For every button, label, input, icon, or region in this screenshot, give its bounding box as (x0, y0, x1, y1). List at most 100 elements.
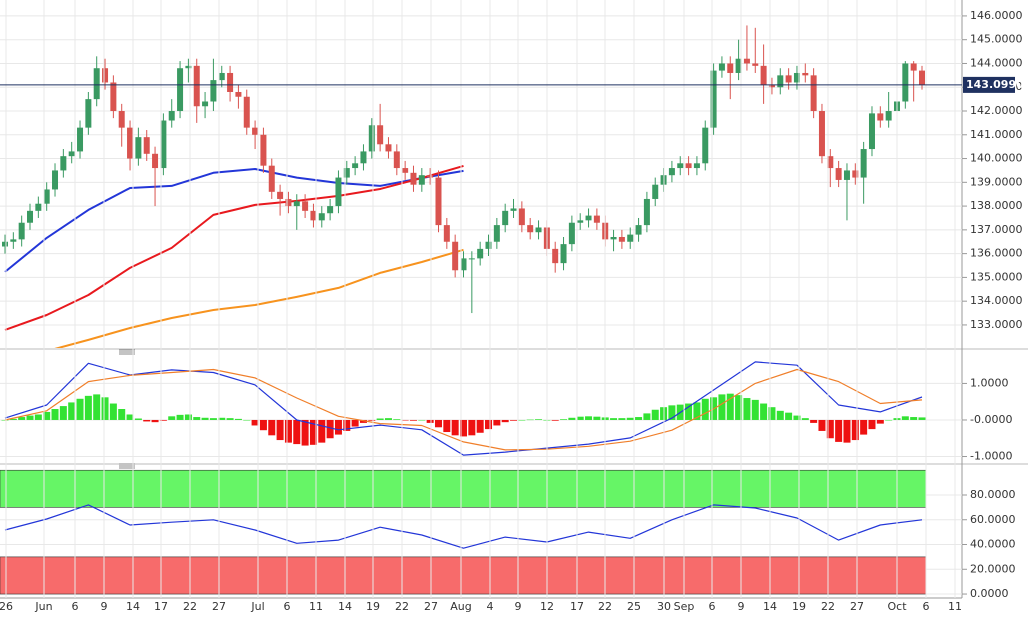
y-tick-label: 80.0000 (970, 488, 1016, 501)
macd-bar (493, 419, 501, 426)
macd-bar (284, 419, 292, 443)
macd-bar (735, 395, 743, 420)
x-tick-label: 22 (821, 600, 835, 613)
candle-body (485, 241, 492, 249)
candle-body (418, 175, 425, 185)
candle-body (677, 163, 684, 169)
macd-bar (359, 419, 367, 423)
x-tick-label: 22 (183, 600, 197, 613)
candle-body (127, 127, 134, 159)
macd-bar (551, 419, 559, 421)
x-tick-label: 9 (101, 600, 108, 613)
candle-body (260, 134, 267, 166)
macd-panel (0, 361, 962, 458)
candle-body (468, 258, 475, 260)
macd-bar (418, 419, 426, 421)
candle-body (577, 220, 584, 223)
macd-bar (476, 419, 484, 433)
macd-bar (68, 402, 76, 420)
y-tick-label: 133.0000 (970, 318, 1023, 331)
candle-body (18, 222, 25, 240)
candle-body (218, 72, 225, 81)
y-tick-label: 139.0000 (970, 175, 1023, 188)
macd-bar (560, 419, 568, 420)
candle-body (243, 96, 250, 128)
candle-body (318, 213, 325, 221)
x-tick-label: 6 (284, 600, 291, 613)
candle-body (85, 99, 92, 128)
candle-body (902, 63, 909, 102)
last-price-box (963, 76, 1015, 93)
candle-body (135, 137, 142, 159)
candle-body (860, 149, 867, 178)
x-tick-label: 27 (212, 600, 226, 613)
y-tick-label: -0.0000 (970, 413, 1012, 426)
x-tick-label: 11 (309, 600, 323, 613)
macd-bar (368, 419, 376, 421)
candle-body (302, 201, 309, 211)
macd-bar (276, 419, 284, 441)
macd-bar (101, 397, 109, 420)
macd-bar (159, 419, 167, 421)
y-tick-label: 135.0000 (970, 270, 1023, 283)
candle-body (518, 208, 525, 226)
candle-body (68, 151, 75, 157)
macd-bar (751, 399, 759, 420)
macd-line (4, 368, 923, 451)
x-tick-label: 22 (598, 600, 612, 613)
macd-bar (835, 419, 843, 442)
x-tick-label: 17 (154, 600, 168, 613)
x-tick-label: 25 (627, 600, 641, 613)
x-tick-label: 14 (126, 600, 140, 613)
macd-bar (593, 416, 601, 420)
candle-body (452, 241, 459, 271)
panel-handle[interactable] (119, 349, 135, 355)
macd-bar (518, 419, 526, 421)
moving-average (4, 168, 464, 273)
candle-body (793, 72, 800, 83)
plot-background (0, 0, 962, 598)
y-tick-label: -1.0000 (970, 450, 1012, 463)
candle-body (252, 127, 259, 135)
candle-body (877, 113, 884, 121)
macd-bar (585, 416, 593, 420)
candle-body (185, 65, 192, 69)
macd-bar (801, 418, 809, 420)
macd-bar (868, 419, 876, 430)
candle-body (802, 72, 809, 76)
y-tick-label: 134.0000 (970, 294, 1023, 307)
macd-bar (576, 416, 584, 420)
candle-body (868, 113, 875, 150)
macd-bar (143, 419, 151, 422)
x-tick-label: 14 (338, 600, 352, 613)
macd-bar (451, 419, 459, 436)
macd-bar (126, 414, 134, 420)
candle-body (810, 75, 817, 112)
macd-bar (626, 417, 634, 420)
macd-bar (860, 419, 868, 435)
candle-body (427, 175, 434, 178)
moving-average (4, 164, 464, 331)
candle-body (10, 239, 17, 242)
macd-bar (84, 395, 92, 420)
y-tick-label: 145.0000 (970, 33, 1023, 46)
candle-body (460, 258, 467, 271)
y-tick-label: 138.0000 (970, 199, 1023, 212)
macd-bar (34, 414, 42, 420)
candle-body (535, 227, 542, 233)
x-tick-label: 11 (948, 600, 962, 613)
panel-handle[interactable] (119, 463, 135, 469)
y-tick-label: 137.0000 (970, 223, 1023, 236)
macd-bar (59, 406, 67, 420)
candle-body (643, 198, 650, 226)
candle-body (327, 206, 334, 214)
candle-body (93, 68, 100, 100)
macd-bar (118, 409, 126, 420)
macd-bar (910, 417, 918, 420)
macd-bar (768, 407, 776, 420)
candle-body (818, 111, 825, 157)
macd-bar (251, 419, 259, 426)
candle-body (768, 84, 775, 88)
candle-body (552, 248, 559, 264)
x-tick-label: Sep (674, 600, 695, 613)
